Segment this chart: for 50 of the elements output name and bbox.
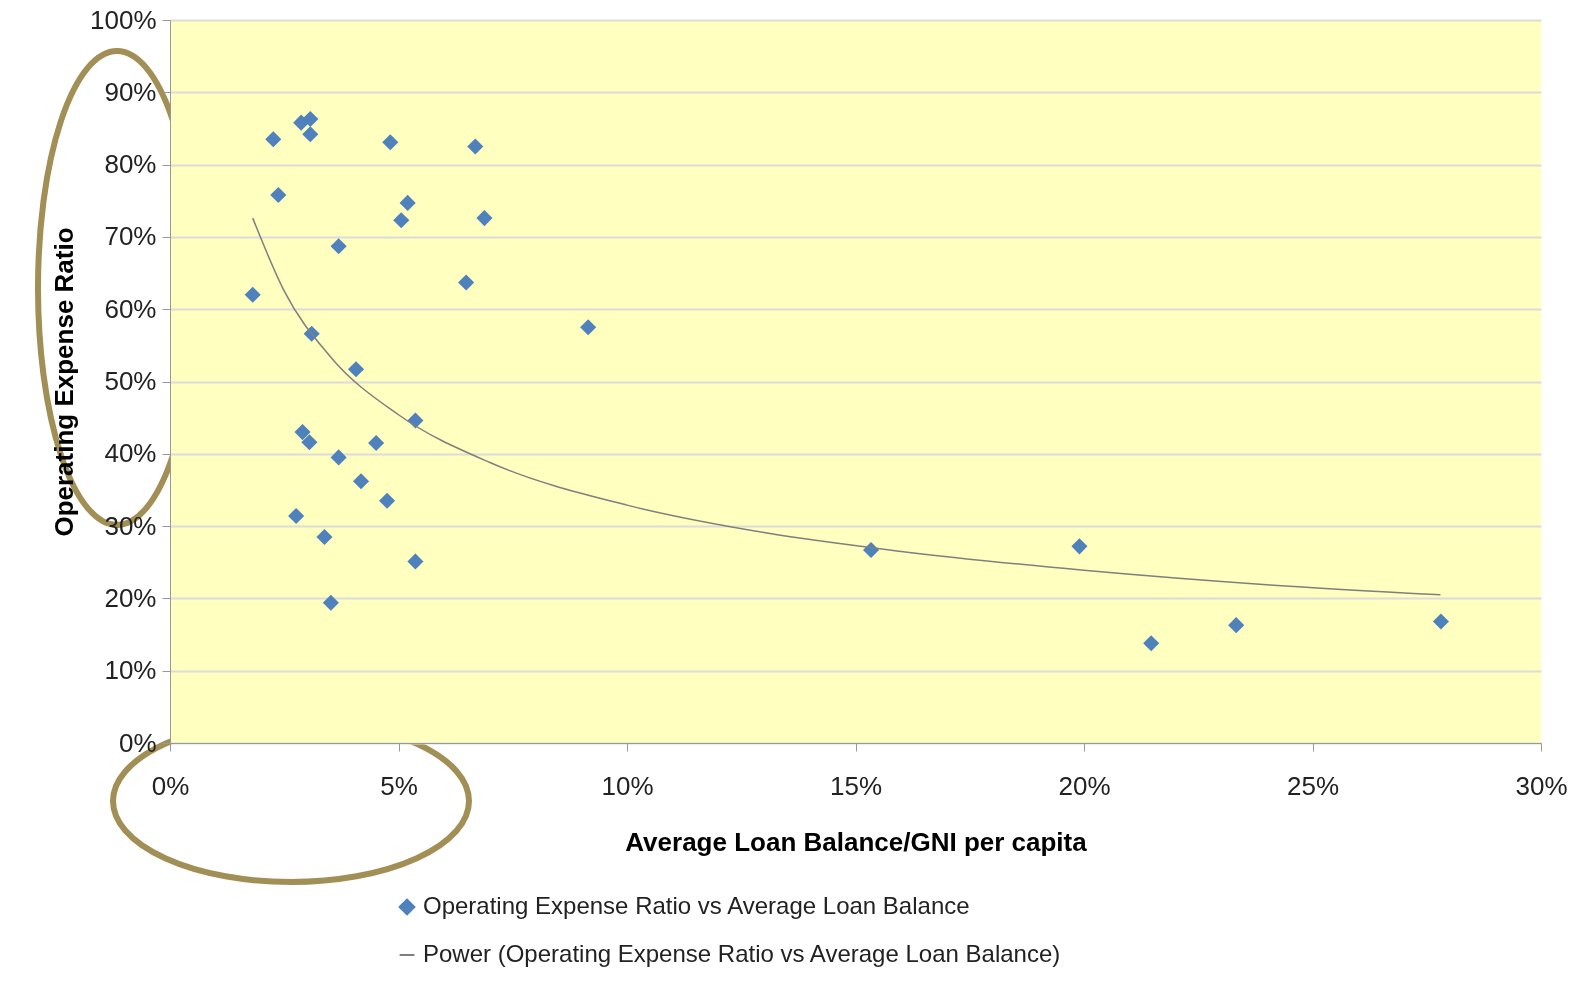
point — [379, 492, 396, 509]
y-tick-label: 20% — [104, 582, 157, 613]
x-tick-label: 25% — [1286, 770, 1340, 801]
x-tick-label: 10% — [601, 770, 654, 801]
line-series — [251, 217, 1442, 596]
point — [1432, 613, 1449, 630]
point — [382, 134, 399, 151]
point — [301, 434, 318, 451]
x-tick-label: 0% — [151, 770, 190, 801]
point — [467, 138, 484, 155]
y-axis-title: Operating Expense Ratio — [49, 227, 79, 537]
point — [407, 553, 424, 570]
point — [316, 528, 333, 546]
legend-label: Power (Operating Expense Ratio vs Average Loan Balance) — [423, 940, 1061, 967]
y-tick-label: 70% — [104, 221, 157, 252]
y-tick-label: 60% — [104, 293, 157, 324]
y-tick-label: 10% — [104, 655, 157, 686]
point — [347, 361, 365, 378]
y-tick-label: 40% — [104, 438, 157, 469]
point — [1071, 538, 1088, 555]
point — [265, 131, 282, 148]
x-tick-label: 30% — [1515, 770, 1568, 801]
point — [393, 212, 410, 229]
point — [330, 238, 347, 255]
point — [294, 424, 311, 441]
legend-label: Operating Expense Ratio vs Average Loan Balance — [423, 892, 970, 919]
y-tick-label: 100% — [90, 4, 157, 35]
y-tick-label: 0% — [118, 727, 157, 758]
point — [458, 274, 475, 291]
x-tick-label: 5% — [380, 770, 418, 801]
point — [288, 507, 305, 525]
x-tick-label: 15% — [829, 770, 883, 801]
y-tick-label: 80% — [104, 149, 157, 180]
point — [270, 186, 287, 204]
point — [476, 210, 493, 227]
x-tick-label: 20% — [1058, 770, 1111, 801]
point — [368, 434, 385, 452]
y-tick-label: 50% — [104, 366, 157, 396]
point — [580, 319, 597, 336]
x-axis-title: Average Loan Balance/GNI per capita — [625, 826, 1088, 857]
point — [1228, 617, 1245, 634]
point — [322, 594, 339, 611]
point — [302, 126, 319, 143]
point — [330, 449, 347, 466]
point — [302, 110, 319, 128]
y-tick-label: 90% — [104, 76, 157, 107]
point — [399, 194, 416, 211]
point — [1143, 635, 1160, 652]
point — [352, 473, 370, 490]
point — [244, 286, 261, 303]
